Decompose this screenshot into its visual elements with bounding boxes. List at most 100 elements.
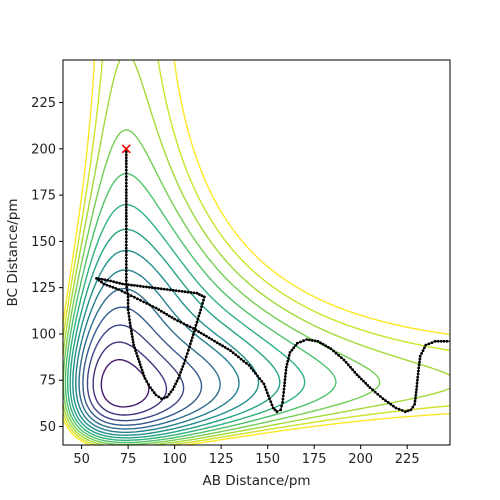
trajectory-point (124, 263, 128, 266)
trajectory-point (124, 279, 128, 283)
trajectory-point (186, 290, 190, 294)
trajectory-point (417, 366, 421, 370)
trajectory-point (136, 354, 139, 358)
trajectory-point (436, 339, 440, 343)
trajectory-point (125, 285, 129, 289)
trajectory-point (153, 286, 157, 290)
trajectory-point (141, 371, 145, 375)
trajectory-point (192, 291, 196, 295)
trajectory-point (203, 295, 206, 299)
trajectory-point (381, 397, 385, 401)
trajectory-point (205, 334, 208, 338)
trajectory-point (126, 302, 130, 305)
contour-level (100, 359, 150, 408)
trajectory-point (159, 287, 163, 291)
x-tick-label: 200 (348, 452, 373, 467)
trajectory-point (127, 283, 130, 287)
trajectory-point (202, 298, 205, 302)
contour-level (63, 60, 450, 445)
trajectory-point (175, 379, 179, 383)
trajectory-point (124, 276, 128, 279)
trajectory-point (151, 305, 155, 308)
trajectory-point (124, 188, 128, 192)
trajectory-point (142, 300, 146, 304)
trajectory-point (196, 317, 200, 321)
trajectory-point (150, 388, 154, 392)
trajectory-point (267, 394, 270, 398)
trajectory-point (279, 408, 283, 412)
trajectory-point (342, 358, 346, 362)
trajectory-point (280, 404, 283, 408)
trajectory-point (159, 309, 163, 313)
trajectory-point (106, 278, 110, 282)
y-tick-label: 200 (31, 142, 56, 157)
trajectory-point (263, 385, 267, 389)
trajectory-point (127, 311, 130, 315)
contour-level (72, 249, 260, 436)
trajectory-point (126, 308, 130, 312)
trajectory-point (154, 306, 158, 310)
trajectory-point (102, 282, 106, 286)
trajectory-point (126, 292, 130, 296)
trajectory-point (296, 341, 299, 345)
trajectory-point (126, 298, 130, 302)
trajectory-point (125, 289, 129, 292)
trajectory-point (349, 365, 352, 369)
trajectory-point (174, 289, 178, 292)
trajectory-point (163, 396, 166, 400)
trajectory-point (339, 356, 343, 359)
contour-level (92, 341, 168, 416)
trajectory-point (145, 380, 149, 383)
trajectory-point (215, 341, 219, 345)
trajectory-point (156, 287, 160, 290)
trajectory-point (165, 313, 169, 316)
trajectory-point (415, 385, 419, 388)
trajectory-point (139, 284, 142, 288)
trajectory-point (124, 150, 128, 154)
x-tick-label: 225 (395, 452, 420, 467)
trajectory-point (128, 321, 132, 325)
trajectory-point (160, 397, 164, 401)
trajectory-point (124, 172, 128, 175)
trajectory-point (124, 250, 128, 254)
contour-level (82, 306, 203, 426)
trajectory-point (198, 293, 201, 296)
trajectory-point (287, 357, 290, 360)
y-tick-label: 225 (31, 96, 56, 111)
trajectory-point (135, 352, 138, 355)
trajectory-point (283, 384, 286, 388)
trajectory-point (218, 342, 222, 346)
trajectory-point (423, 346, 426, 350)
y-axis-label: BC Distance/pm (5, 198, 21, 306)
trajectory-point (111, 285, 115, 289)
trajectory-point (403, 410, 407, 414)
trajectory-point (195, 320, 199, 324)
trajectory-point (251, 369, 255, 373)
trajectory-point (260, 379, 264, 383)
trajectory-point (281, 397, 285, 401)
trajectory-point (124, 191, 128, 194)
trajectory-point (379, 395, 382, 398)
trajectory-point (351, 368, 354, 372)
x-tick-label: 175 (302, 452, 327, 467)
trajectory-point (200, 294, 204, 298)
trajectory-point (210, 338, 214, 341)
trajectory-point (124, 240, 128, 244)
trajectory-point (199, 308, 203, 312)
trajectory-point (424, 343, 428, 347)
trajectory-point (124, 184, 128, 188)
trajectory-point (182, 322, 186, 326)
trajectory-point (185, 323, 189, 327)
trajectory-point (118, 281, 121, 285)
trajectory-point (187, 348, 190, 352)
trajectory-point (169, 390, 173, 394)
trajectory-point (292, 346, 296, 350)
trajectory-point (324, 344, 328, 348)
trajectory-point (231, 351, 235, 355)
trajectory-point (142, 374, 146, 377)
trajectory-point (181, 365, 185, 368)
trajectory-point (123, 291, 127, 294)
trajectory-point (140, 368, 144, 372)
trajectory-point (183, 358, 187, 362)
